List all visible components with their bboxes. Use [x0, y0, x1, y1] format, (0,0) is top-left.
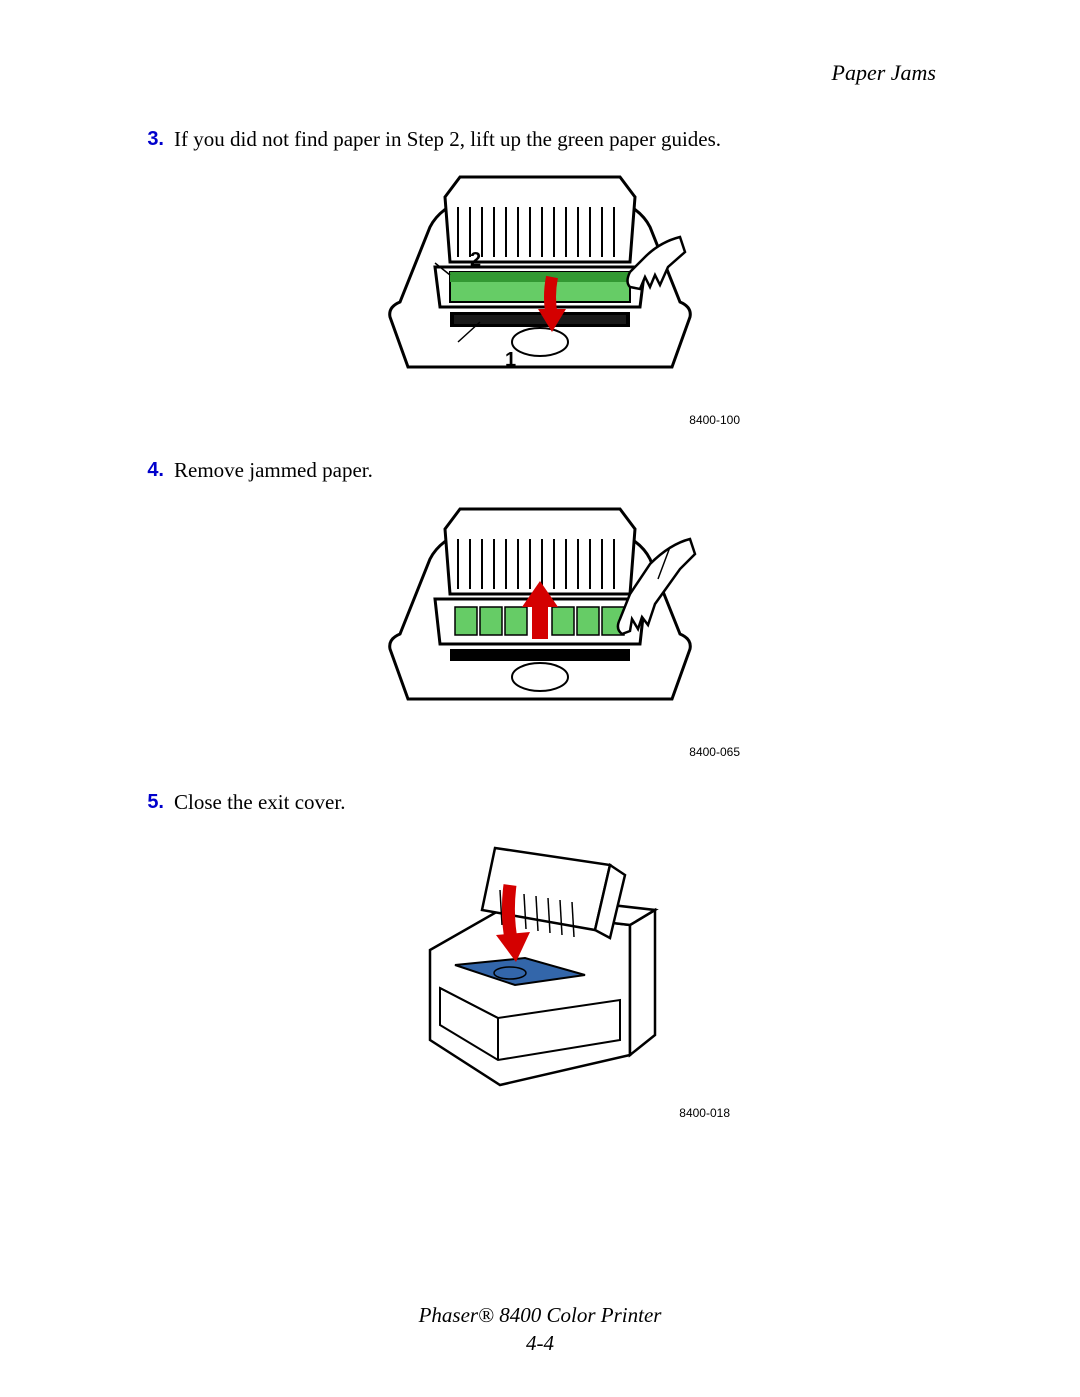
section-title: Paper Jams — [832, 60, 936, 85]
step-4: 4. Remove jammed paper. — [140, 457, 940, 484]
step-text: Remove jammed paper. — [174, 457, 940, 484]
printer-open-top-illustration — [380, 167, 700, 397]
figure-3: 8400-018 — [140, 830, 940, 1120]
step-text: If you did not find paper in Step 2, lif… — [174, 126, 940, 153]
step-number: 5. — [140, 789, 174, 816]
section-header: Paper Jams — [140, 60, 940, 86]
figure-1: 2 1 — [140, 167, 940, 427]
page-number: 4-4 — [0, 1330, 1080, 1357]
figure-id: 8400-100 — [689, 413, 740, 427]
step-text: Close the exit cover. — [174, 789, 940, 816]
product-name: Phaser® 8400 Color Printer — [0, 1302, 1080, 1329]
printer-close-cover-illustration — [410, 830, 670, 1100]
figure-id: 8400-018 — [679, 1106, 730, 1120]
page: Paper Jams 3. If you did not find paper … — [0, 0, 1080, 1397]
step-number: 3. — [140, 126, 174, 153]
step-3: 3. If you did not find paper in Step 2, … — [140, 126, 940, 153]
callout-2: 2 — [470, 249, 481, 272]
printer-remove-paper-illustration — [380, 499, 700, 729]
step-number: 4. — [140, 457, 174, 484]
figure-2: 8400-065 — [140, 499, 940, 759]
callout-1: 1 — [505, 349, 516, 372]
step-5: 5. Close the exit cover. — [140, 789, 940, 816]
page-footer: Phaser® 8400 Color Printer 4-4 — [0, 1302, 1080, 1357]
figure-id: 8400-065 — [689, 745, 740, 759]
